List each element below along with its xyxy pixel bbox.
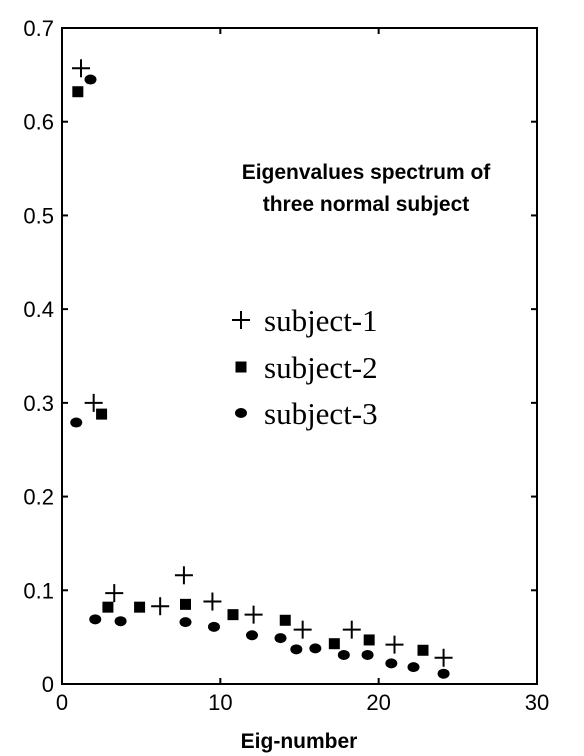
annotation-line-1: Eigenvalues spectrum of: [242, 161, 492, 184]
subject-3-point: [361, 649, 374, 660]
legend-marker-subject-3: [235, 408, 247, 418]
subject-1-point: [434, 648, 453, 667]
subject-3-point: [437, 668, 450, 679]
subject-1-point: [244, 605, 263, 624]
legend-marker-subject-1: [232, 311, 250, 329]
y-tick-label: 0.3: [23, 391, 54, 416]
subject-2-point: [363, 634, 375, 646]
legend: subject-1 subject-2 subject-3: [232, 303, 378, 431]
subject-3-point: [84, 74, 97, 85]
x-tick-label: 0: [56, 690, 68, 715]
subject-3-point: [309, 643, 322, 654]
y-tick-label: 0.6: [23, 110, 54, 135]
y-tick-label: 0.4: [23, 297, 54, 322]
axes: 0 0.1 0.2 0.3 0.4 0.5 0.6 0.7 0 10 20 30: [23, 16, 549, 715]
subject-3-point: [179, 617, 192, 628]
subject-2-point: [180, 598, 191, 610]
subject-2-point: [96, 408, 108, 420]
subject-2-point: [102, 601, 114, 613]
subject-1-point: [84, 393, 103, 412]
y-tick-label: 0.1: [23, 578, 54, 603]
subject-1-point: [105, 584, 124, 603]
subject-1-point: [342, 620, 361, 639]
subject-3-point: [274, 633, 287, 644]
plot-frame: [61, 27, 538, 685]
subject-1-point: [151, 597, 170, 616]
subject-2-point: [279, 614, 291, 626]
subject-2-point: [134, 601, 146, 613]
x-tick-label: 20: [366, 690, 390, 715]
y-tick-label: 0: [42, 672, 54, 697]
legend-label-subject-3: subject-3: [264, 396, 378, 431]
subject-1-point: [385, 635, 404, 654]
subject-1-point: [203, 592, 222, 611]
subject-3-point: [290, 644, 303, 655]
subject-3-point: [208, 621, 220, 632]
subject-3-point: [337, 649, 350, 660]
subject-1-point: [293, 620, 312, 639]
subject-1-point: [174, 566, 193, 585]
y-tick-label: 0.5: [23, 203, 54, 228]
subject-3-point: [246, 630, 258, 641]
annotation-line-2: three normal subject: [263, 193, 470, 216]
legend-marker-subject-2: [235, 361, 247, 373]
subject-3-point: [407, 662, 420, 673]
x-axis-label: Eig-number: [241, 730, 358, 753]
subject-2-point: [227, 609, 239, 621]
y-tick-label: 0.7: [23, 16, 54, 41]
subject-3-point: [89, 614, 102, 625]
subject-2-point: [72, 86, 84, 98]
legend-label-subject-2: subject-2: [264, 350, 378, 385]
subject-3-point: [114, 616, 127, 627]
legend-label-subject-1: subject-1: [264, 303, 378, 338]
x-tick-label: 30: [525, 690, 549, 715]
subject-3-point: [70, 417, 83, 428]
subject-2-point: [328, 638, 340, 650]
legend-markers: [232, 311, 250, 418]
subject-1-point: [72, 59, 90, 78]
data-marks: [70, 59, 453, 679]
subject-2-point: [417, 644, 429, 656]
y-tick-label: 0.2: [23, 485, 54, 510]
subject-3-point: [385, 658, 398, 669]
x-tick-label: 10: [208, 690, 232, 715]
